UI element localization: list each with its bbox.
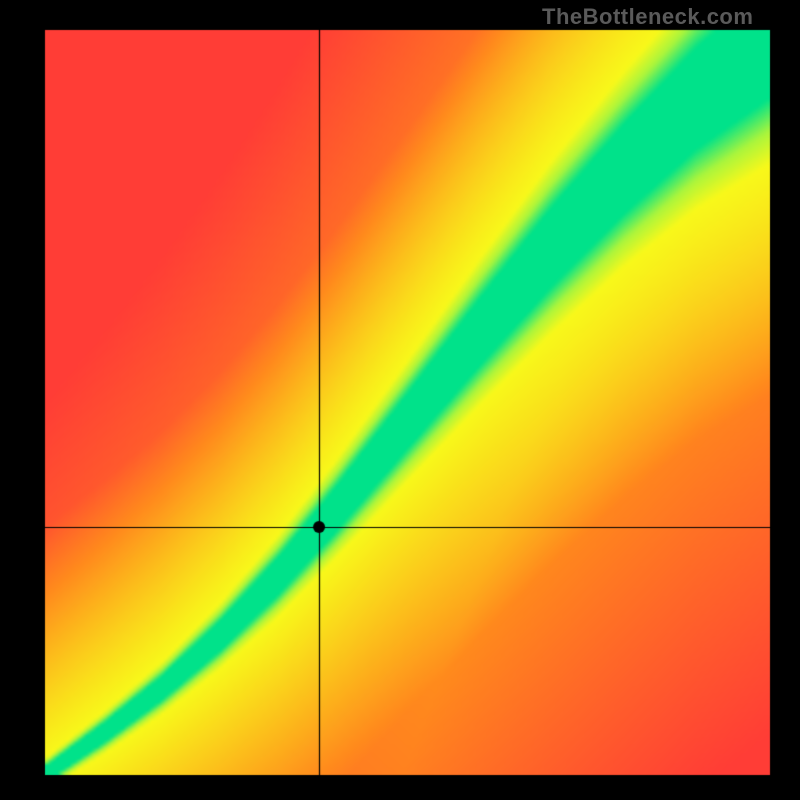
bottleneck-heatmap xyxy=(0,0,800,800)
watermark-text: TheBottleneck.com xyxy=(542,4,753,30)
